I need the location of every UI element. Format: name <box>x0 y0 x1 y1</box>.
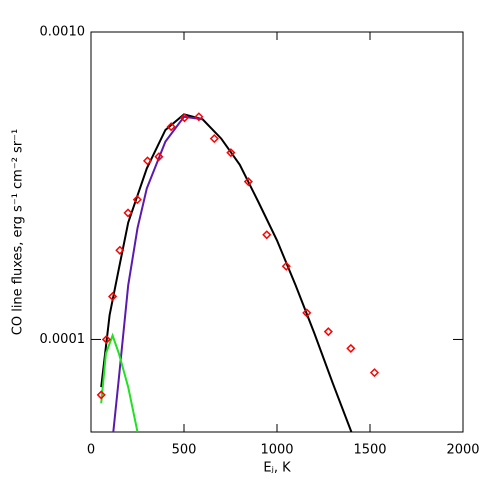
data-point <box>115 245 125 255</box>
y-tick-label: 0.0001 <box>40 332 86 347</box>
data-point <box>123 208 133 218</box>
x-tick-label: 0 <box>87 443 95 458</box>
data-point <box>166 122 176 132</box>
data-point <box>346 343 356 353</box>
data-point <box>323 327 333 337</box>
model-curve <box>100 332 139 432</box>
y-axis-label: CO line fluxes, erg s⁻¹ cm⁻² sr⁻¹ <box>11 129 26 335</box>
data-point <box>132 195 142 205</box>
data-point <box>142 156 153 166</box>
data-point <box>154 152 164 162</box>
x-axis-label: Eⱼ, K <box>263 461 291 476</box>
data-point <box>194 112 204 122</box>
x-tick-label: 1000 <box>260 443 293 458</box>
data-point <box>226 148 236 158</box>
data-point <box>101 334 111 345</box>
data-point <box>262 230 272 240</box>
data-point <box>281 261 291 271</box>
plot-area <box>96 112 380 432</box>
model-curve <box>100 113 353 432</box>
data-point <box>209 134 219 144</box>
x-tick-label: 500 <box>172 443 197 458</box>
data-point <box>96 390 106 400</box>
data-point <box>369 368 380 378</box>
data-point <box>243 177 253 187</box>
data-point <box>108 291 118 302</box>
data-point <box>179 113 190 123</box>
plot-frame <box>90 31 464 433</box>
x-tick-label: 2000 <box>446 443 479 458</box>
x-tick-label: 1500 <box>353 443 386 458</box>
y-tick-label: 0.0010 <box>40 25 86 40</box>
data-point <box>302 308 312 318</box>
